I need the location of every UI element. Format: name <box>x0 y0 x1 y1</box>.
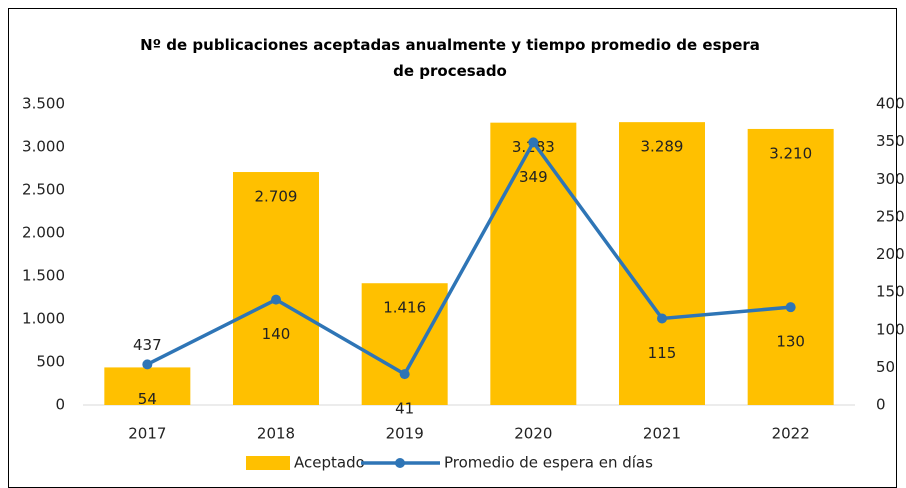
line-point <box>399 369 410 380</box>
x-tick-label: 2022 <box>772 425 810 443</box>
y-tick-label: 3.000 <box>22 138 65 156</box>
y2-tick-label: 300 <box>876 170 905 188</box>
y2-tick-label: 400 <box>876 95 905 113</box>
y-tick-label: 0 <box>55 396 65 414</box>
y-tick-label: 1.000 <box>22 310 65 328</box>
line-point <box>785 302 796 313</box>
bar-value-label: 2.709 <box>255 188 298 206</box>
x-tick-label: 2019 <box>386 425 424 443</box>
chart: 0 500 1.000 1.500 2.000 2.500 3.000 3.500 0 50 100… <box>22 95 905 472</box>
chart-title: Nº de publicaciones aceptadas anualmente… <box>140 36 760 80</box>
y2-tick-label: 200 <box>876 245 905 263</box>
line-point <box>271 294 281 305</box>
line-value-label: 349 <box>519 168 548 186</box>
bar-value-label: 3.210 <box>769 144 812 162</box>
y2-tick-label: 100 <box>876 320 905 338</box>
y-tick-label: 1.500 <box>22 267 65 285</box>
line-value-label: 140 <box>262 325 291 343</box>
bar <box>490 122 577 406</box>
line-point <box>528 137 539 148</box>
line-value-label: 130 <box>776 333 805 351</box>
bar <box>233 172 319 405</box>
y2-tick-label: 0 <box>876 396 886 414</box>
legend-marker <box>395 458 405 468</box>
y-tick-label: 2.500 <box>22 181 65 199</box>
bar-value-label: 437 <box>133 336 162 354</box>
y-tick-label: 3.500 <box>22 95 65 113</box>
y-tick-label: 2.000 <box>22 224 65 242</box>
x-tick-label: 2017 <box>128 425 166 443</box>
bar <box>619 122 705 406</box>
legend-label: Promedio de espera en días <box>444 454 653 472</box>
line-value-label: 54 <box>138 390 157 408</box>
line-point <box>657 313 667 324</box>
x-tick-label: 2021 <box>643 425 681 443</box>
y-tick-label: 500 <box>36 353 65 371</box>
line-value-label: 41 <box>395 400 414 418</box>
y2-tick-label: 350 <box>876 132 905 150</box>
bar <box>747 128 834 405</box>
bar <box>104 367 191 405</box>
y2-tick-label: 250 <box>876 207 905 225</box>
legend-label: Aceptado <box>294 454 365 472</box>
bar-value-label: 1.416 <box>383 299 426 317</box>
bar-value-label: 3.289 <box>641 138 684 156</box>
bar <box>361 283 448 405</box>
line <box>146 139 791 377</box>
y2-tick-label: 50 <box>876 358 895 376</box>
line-point <box>142 359 153 370</box>
legend-swatch <box>246 456 290 470</box>
page: Nº de publicaciones aceptadas anualmente… <box>8 8 905 488</box>
x-tick-label: 2018 <box>257 425 295 443</box>
x-tick-label: 2020 <box>514 425 552 443</box>
y2-tick-label: 150 <box>876 283 905 301</box>
line-value-label: 115 <box>648 344 677 362</box>
